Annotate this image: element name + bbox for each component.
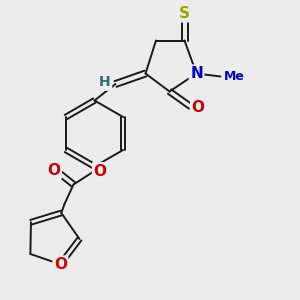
Text: N: N	[190, 66, 203, 81]
Text: S: S	[179, 6, 190, 21]
Text: Me: Me	[224, 70, 244, 83]
Text: O: O	[54, 257, 67, 272]
Text: H: H	[99, 76, 111, 89]
Text: O: O	[93, 164, 106, 178]
Text: O: O	[47, 163, 61, 178]
Text: O: O	[191, 100, 205, 116]
